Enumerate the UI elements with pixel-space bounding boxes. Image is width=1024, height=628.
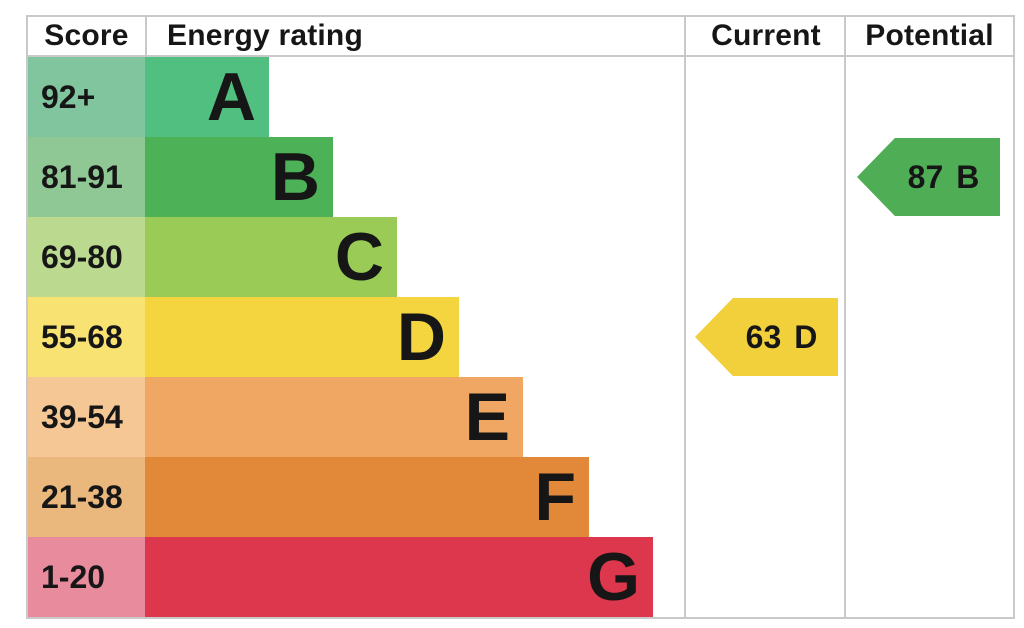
score-range-g: 1-20 xyxy=(28,537,145,617)
band-row-a: 92+ A xyxy=(28,57,1013,137)
band-bar-f: F xyxy=(145,457,589,537)
score-range-a: 92+ xyxy=(28,57,145,137)
score-range-d: 55-68 xyxy=(28,297,145,377)
epc-table: Score Energy rating Current Potential 92… xyxy=(26,15,1015,619)
score-range-c: 69-80 xyxy=(28,217,145,297)
band-row-g: 1-20 G xyxy=(28,537,1013,617)
header-score-divider xyxy=(145,17,147,55)
potential-column-divider xyxy=(844,17,846,617)
potential-grade: B xyxy=(956,158,980,195)
band-row-c: 69-80 C xyxy=(28,217,1013,297)
band-bar-e: E xyxy=(145,377,523,457)
band-row-f: 21-38 F xyxy=(28,457,1013,537)
score-range-e: 39-54 xyxy=(28,377,145,457)
current-grade: D xyxy=(794,318,818,355)
band-bar-b: B xyxy=(145,137,333,217)
band-row-b: 81-91 B xyxy=(28,137,1013,217)
potential-score: 87 xyxy=(907,158,944,195)
score-range-b: 81-91 xyxy=(28,137,145,217)
header-row: Score Energy rating Current Potential xyxy=(28,17,1013,57)
header-potential: Potential xyxy=(865,19,994,52)
header-current: Current xyxy=(711,19,821,52)
score-range-f: 21-38 xyxy=(28,457,145,537)
band-row-e: 39-54 E xyxy=(28,377,1013,457)
header-energy-rating: Energy rating xyxy=(167,19,363,52)
current-score: 63 xyxy=(745,318,782,355)
band-bar-c: C xyxy=(145,217,397,297)
current-column-divider xyxy=(684,17,686,617)
band-bar-d: D xyxy=(145,297,459,377)
header-score: Score xyxy=(44,19,129,52)
band-rows: 92+ A 81-91 B 69-80 C 55-68 D 39-54 E 21… xyxy=(28,57,1013,617)
band-row-d: 55-68 D xyxy=(28,297,1013,377)
band-bar-g: G xyxy=(145,537,653,617)
band-bar-a: A xyxy=(145,57,269,137)
